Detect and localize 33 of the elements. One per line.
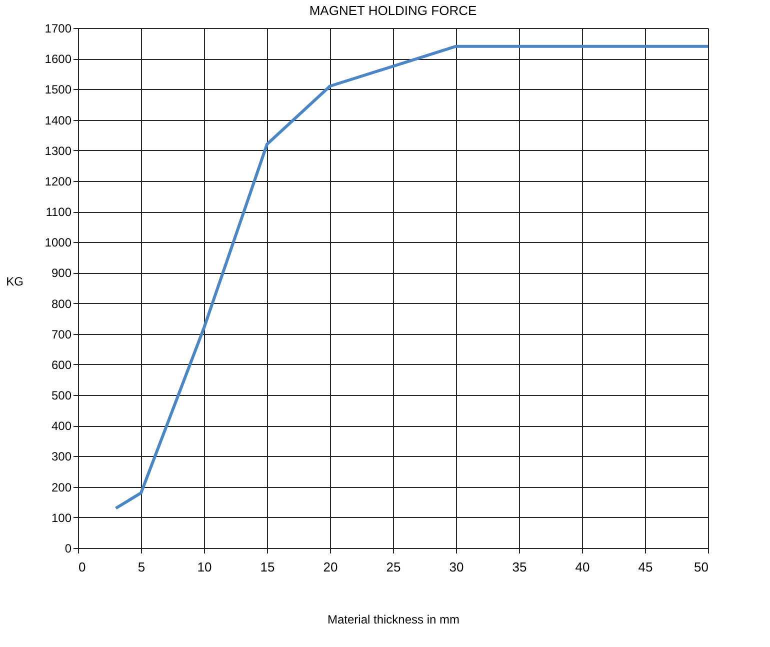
- y-tick-label: 1500: [44, 82, 72, 97]
- y-tick-label: 600: [51, 358, 72, 372]
- y-tick-label: 200: [51, 480, 72, 494]
- y-tick-label: 500: [51, 388, 72, 403]
- x-tick-label: 5: [138, 560, 146, 574]
- y-tick-label: 400: [51, 419, 72, 434]
- x-tick-label: 20: [323, 560, 338, 574]
- chart-title: MAGNET HOLDING FORCE: [309, 3, 477, 18]
- y-axis-title: KG: [6, 274, 24, 288]
- y-tick-label: 300: [51, 450, 72, 464]
- x-axis-title: Material thickness in mm: [327, 612, 460, 626]
- y-tick-label: 900: [51, 266, 72, 280]
- x-tick-label: 40: [575, 560, 590, 574]
- y-tick-label: 1400: [44, 113, 72, 128]
- y-tick-label: 1300: [44, 144, 72, 158]
- x-tick-label: 10: [197, 560, 212, 574]
- y-tick-label: 700: [51, 327, 72, 342]
- y-tick-label: 100: [51, 510, 72, 525]
- y-tick-label: 800: [51, 296, 72, 311]
- y-tick-label: 1200: [44, 174, 72, 188]
- x-tick-label: 50: [694, 560, 708, 574]
- y-tick-label: 1700: [44, 22, 72, 36]
- y-tick-label: 0: [64, 542, 72, 556]
- line-series: [114, 44, 710, 510]
- x-tick-label: 45: [638, 560, 653, 574]
- x-tick-label: 35: [512, 560, 527, 574]
- x-tick-label: 25: [386, 560, 401, 574]
- x-tick-label: 30: [449, 560, 464, 574]
- y-tick-label: 1000: [44, 236, 72, 250]
- x-tick-label: 0: [78, 560, 86, 574]
- y-tick-label: 1600: [44, 52, 72, 66]
- x-tick-label: 15: [260, 560, 275, 574]
- y-tick-label: 1100: [46, 205, 72, 220]
